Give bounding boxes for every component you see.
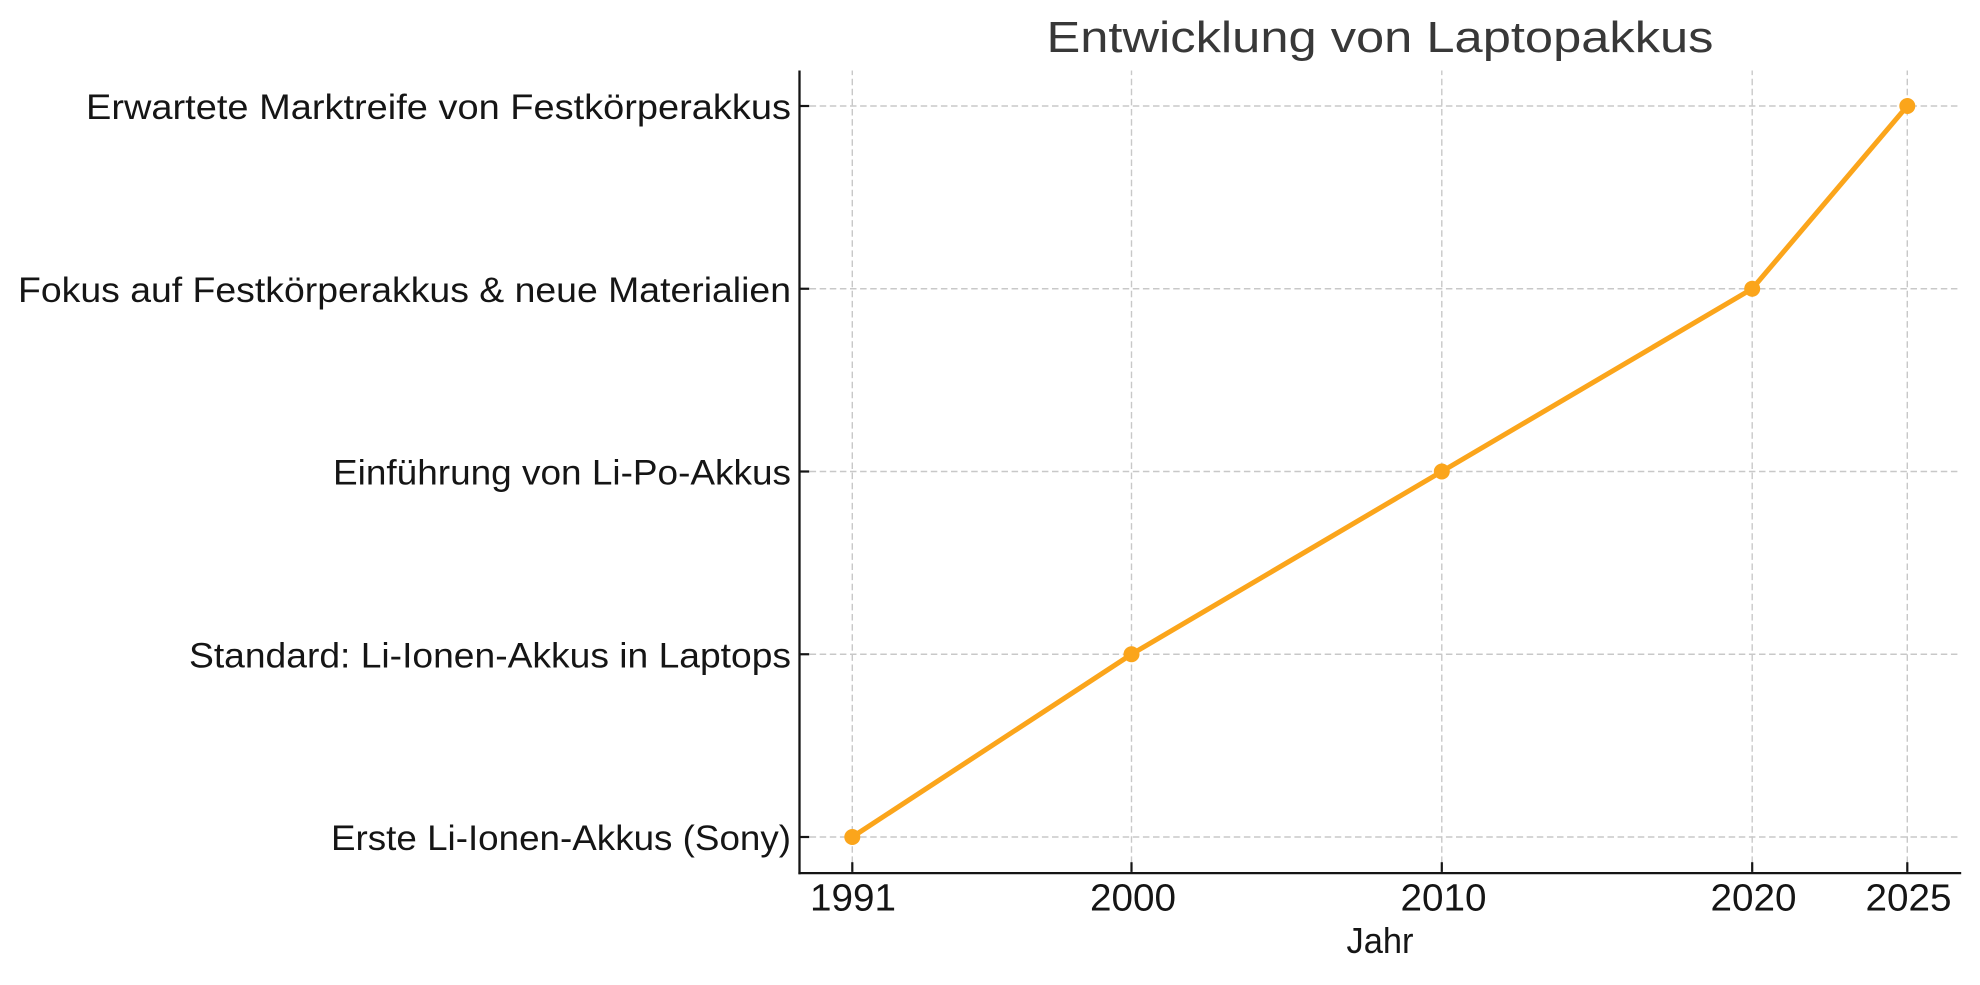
svg-text:2000: 2000: [1090, 878, 1176, 920]
svg-text:Entwicklung von Laptopakkus: Entwicklung von Laptopakkus: [1047, 13, 1714, 62]
svg-text:Standard: Li-Ionen-Akkus in La: Standard: Li-Ionen-Akkus in Laptops: [189, 636, 791, 675]
svg-text:Einführung von Li-Po-Akkus: Einführung von Li-Po-Akkus: [333, 454, 791, 493]
svg-text:Erwartete Marktreife von Festk: Erwartete Marktreife von Festkörperakkus: [86, 88, 791, 127]
svg-text:Fokus auf Festkörperakkus & ne: Fokus auf Festkörperakkus & neue Materia…: [18, 271, 791, 310]
svg-text:2020: 2020: [1711, 878, 1797, 920]
svg-text:2010: 2010: [1401, 878, 1487, 920]
svg-text:Erste Li-Ionen-Akkus (Sony): Erste Li-Ionen-Akkus (Sony): [331, 819, 791, 858]
svg-text:Jahr: Jahr: [1347, 920, 1414, 961]
svg-text:1991: 1991: [810, 878, 896, 920]
svg-text:2025: 2025: [1866, 878, 1952, 920]
